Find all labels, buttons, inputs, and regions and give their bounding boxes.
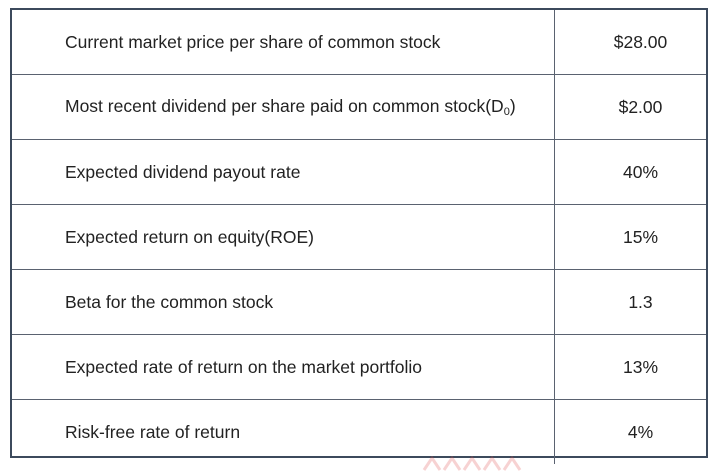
table-row: Current market price per share of common… — [12, 10, 706, 75]
table-row: Beta for the common stock 1.3 — [12, 269, 706, 335]
row-value: 4% — [554, 399, 706, 464]
table-row: Expected return on equity(ROE) 15% — [12, 204, 706, 270]
table-row: Expected rate of return on the market po… — [12, 334, 706, 400]
row-label-text: Most recent dividend per share paid on c… — [65, 96, 504, 116]
row-label: Current market price per share of common… — [12, 10, 555, 75]
row-label: Expected return on equity(ROE) — [12, 204, 555, 270]
row-value: 40% — [554, 139, 706, 205]
row-label-subscript: 0 — [503, 106, 510, 118]
table-row: Most recent dividend per share paid on c… — [12, 74, 706, 140]
table-row: Risk-free rate of return 4% — [12, 399, 706, 464]
row-value: 1.3 — [554, 269, 706, 335]
row-value: 13% — [554, 334, 706, 400]
row-value: $2.00 — [554, 74, 706, 140]
row-label-tail: ) — [509, 96, 516, 116]
watermark-mark — [422, 456, 522, 471]
row-label: Risk-free rate of return — [12, 399, 555, 464]
row-label: Most recent dividend per share paid on c… — [12, 74, 555, 140]
data-table-frame: Current market price per share of common… — [10, 8, 708, 464]
row-label: Expected dividend payout rate — [12, 139, 555, 205]
row-value: $28.00 — [613, 31, 668, 52]
row-label: Expected rate of return on the market po… — [12, 334, 555, 400]
table-row: Expected dividend payout rate 40% — [12, 139, 706, 205]
data-table: Current market price per share of common… — [12, 10, 706, 464]
row-label: Beta for the common stock — [12, 269, 555, 335]
row-value: 15% — [554, 204, 706, 270]
